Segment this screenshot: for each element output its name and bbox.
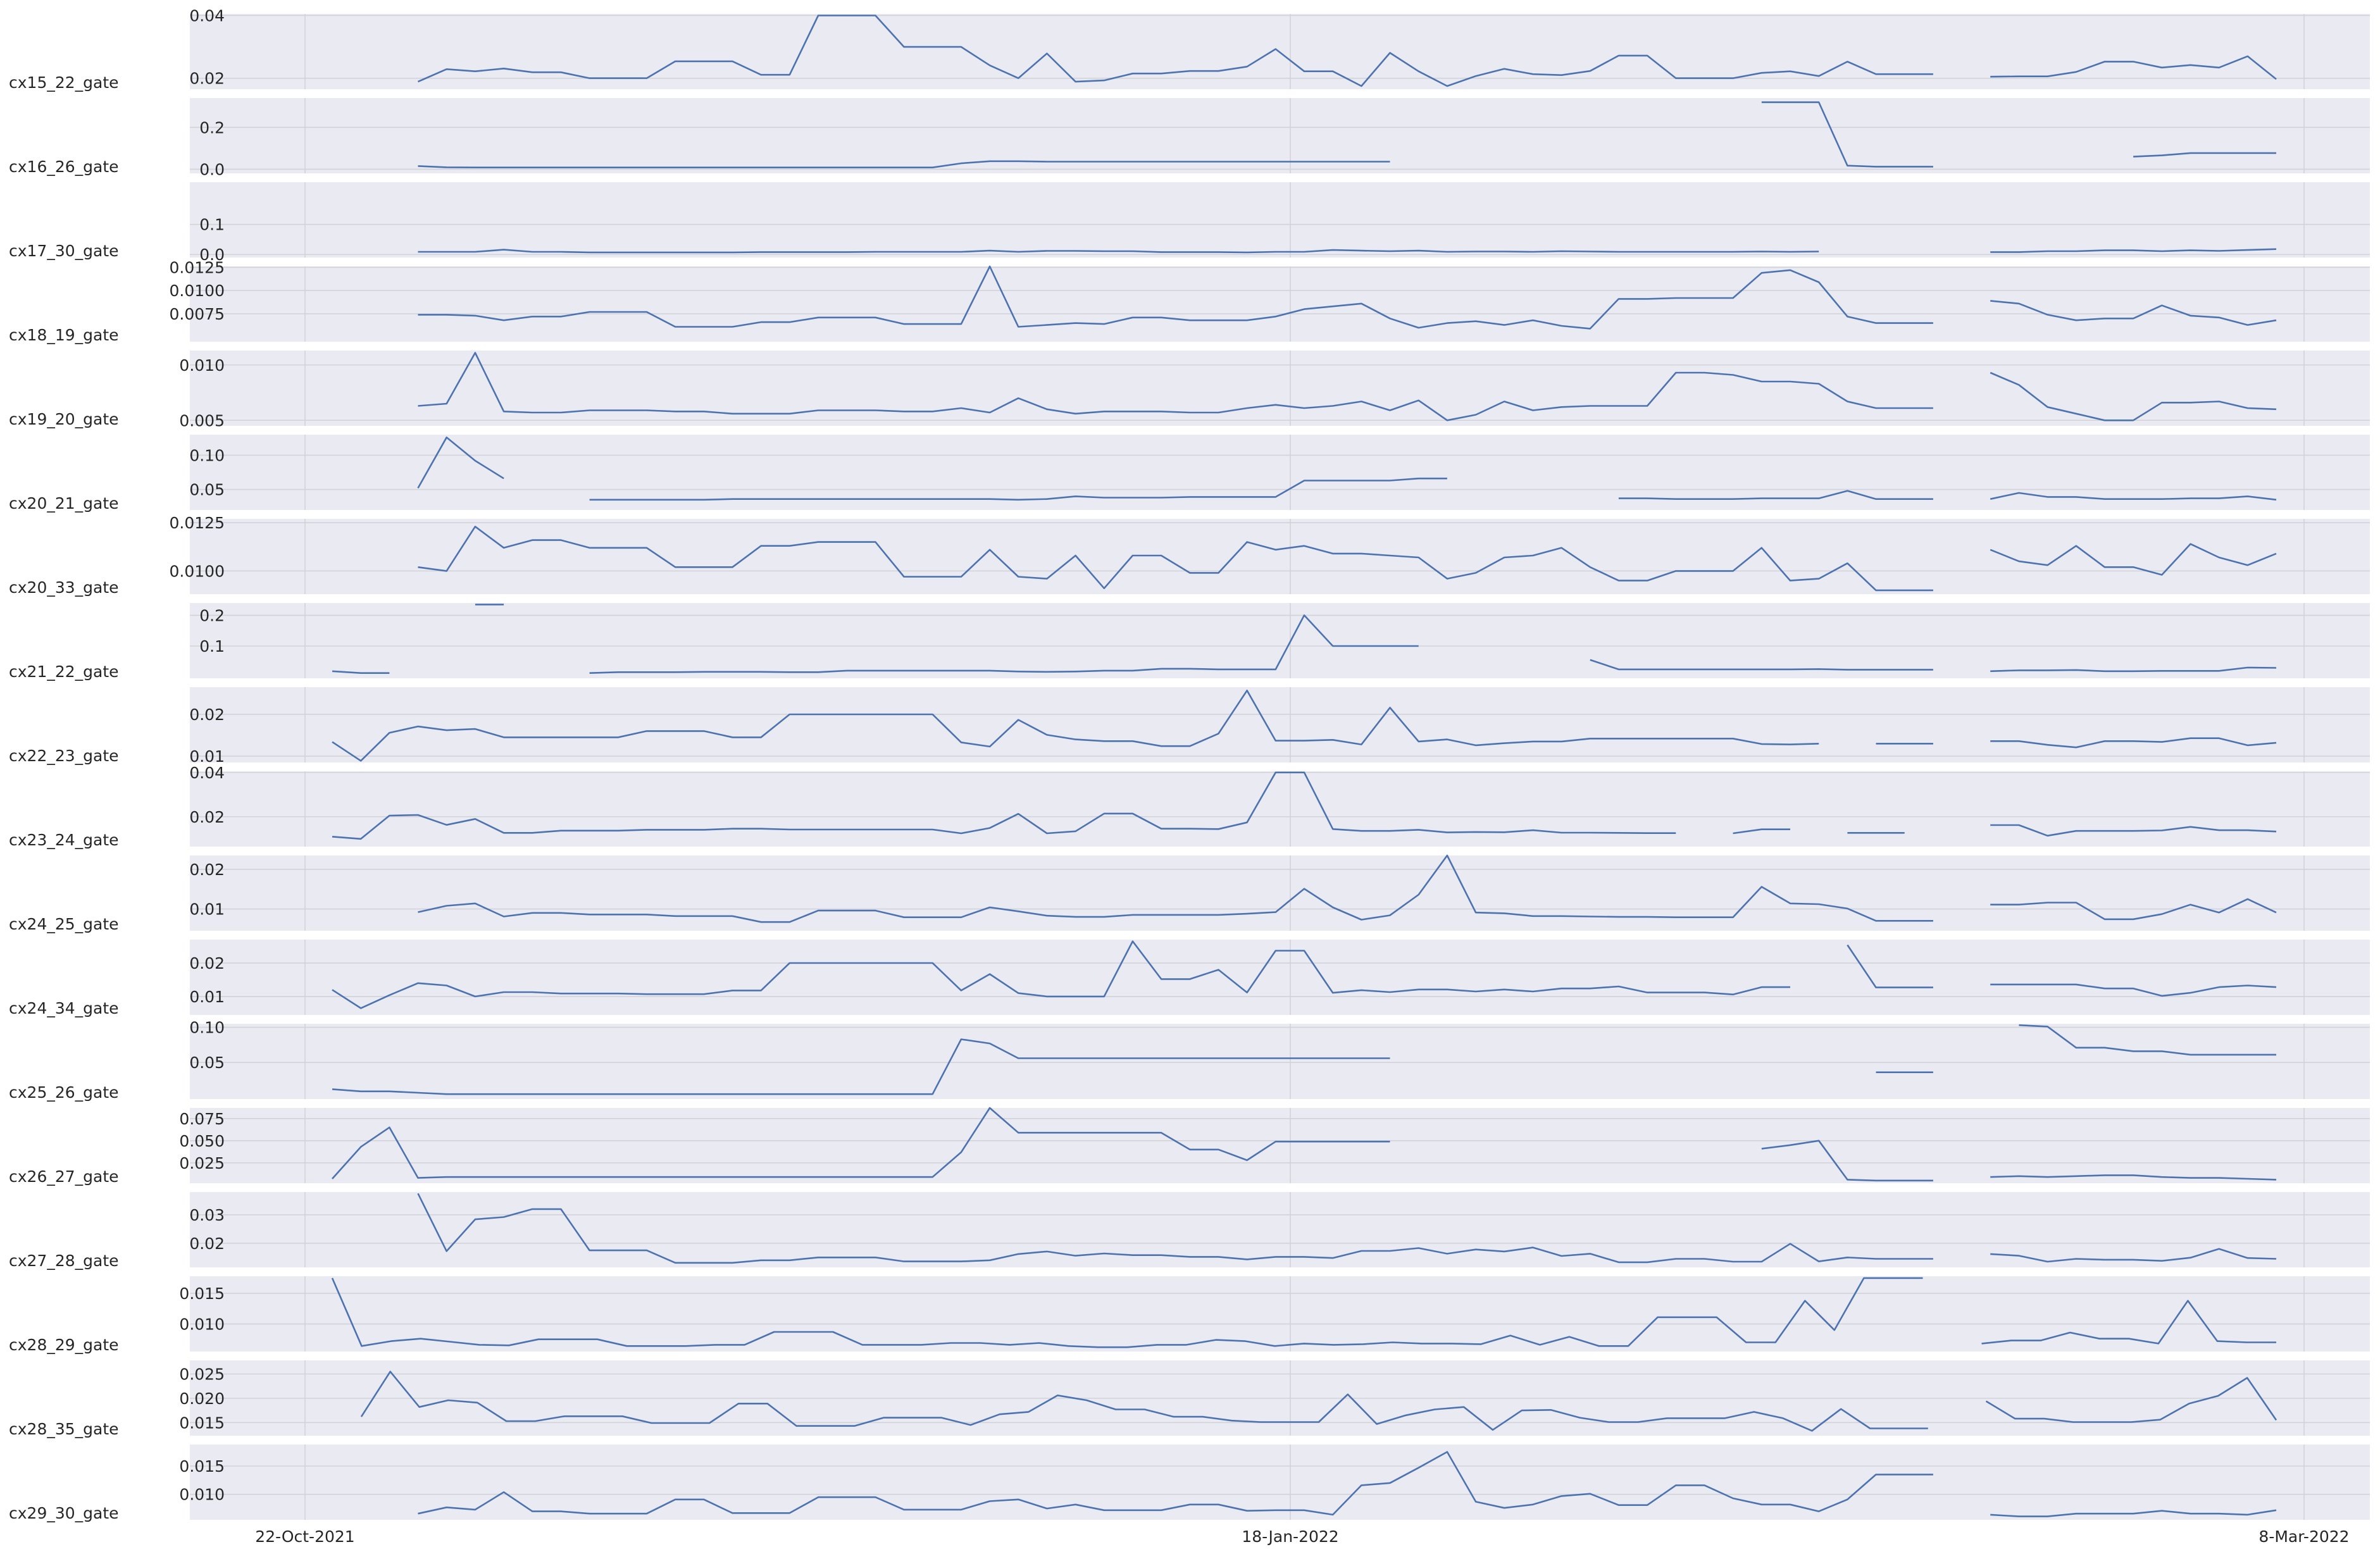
y-tick-label: 0.01 (189, 747, 225, 766)
series-line (332, 1024, 2276, 1095)
row-label: cx27_28_gate (9, 1252, 119, 1270)
y-tick-label: 0.010 (179, 356, 225, 375)
panel-background (190, 1108, 2370, 1183)
series-line (332, 604, 2277, 674)
panels-group: 0.02 0.04 cx15_22_gate 0.0 0.2 cx16_26_gate 0.… (9, 6, 2370, 1522)
y-tick-label: 0.015 (179, 1284, 225, 1303)
y-tick-label: 0.04 (189, 6, 225, 25)
y-tick-label: 0.0100 (170, 562, 225, 580)
row-label: cx18_19_gate (9, 326, 119, 344)
panel-background (190, 519, 2370, 594)
y-tick-label: 0.10 (189, 1019, 225, 1037)
row-label: cx21_22_gate (9, 662, 119, 681)
row-label: cx17_30_gate (9, 242, 119, 260)
panel-background (190, 855, 2370, 931)
panel-background (190, 1024, 2370, 1099)
row-label: cx25_26_gate (9, 1083, 119, 1102)
panel-background (190, 182, 2370, 258)
panel-background (190, 98, 2370, 173)
y-tick-label: 0.10 (189, 446, 225, 464)
y-tick-label: 0.01 (189, 988, 225, 1006)
row-label: cx20_21_gate (9, 494, 119, 513)
y-tick-label: 0.02 (189, 861, 225, 879)
y-tick-label: 0.02 (189, 954, 225, 973)
series-line (331, 1277, 2276, 1348)
panel-background (190, 1445, 2370, 1520)
y-tick-label: 0.025 (179, 1154, 225, 1172)
y-tick-label: 0.0125 (170, 514, 225, 532)
x-tick-label: 18-Jan-2022 (1242, 1527, 1338, 1546)
series-line (332, 690, 2277, 762)
y-tick-label: 0.04 (189, 764, 225, 782)
y-tick-label: 0.0125 (170, 258, 225, 277)
series-line (418, 248, 2277, 254)
y-tick-label: 0.2 (199, 118, 225, 137)
y-tick-label: 0.0 (199, 160, 225, 178)
y-tick-label: 0.02 (189, 70, 225, 88)
row-label: cx22_23_gate (9, 747, 119, 765)
row-label: cx24_25_gate (9, 915, 119, 933)
series-line (418, 265, 2277, 330)
y-tick-label: 0.050 (179, 1132, 225, 1150)
y-tick-label: 0.005 (179, 411, 225, 430)
row-label: cx26_27_gate (9, 1167, 119, 1186)
y-tick-label: 0.05 (189, 1054, 225, 1072)
panel-background (190, 771, 2370, 847)
row-label: cx29_30_gate (9, 1504, 119, 1522)
y-tick-label: 0.05 (189, 481, 225, 499)
series-line (418, 101, 2276, 168)
series-line (332, 1107, 2277, 1182)
y-tick-label: 0.02 (189, 706, 225, 724)
panel-background (190, 351, 2370, 426)
series-line (418, 525, 2277, 592)
y-tick-label: 0.010 (179, 1315, 225, 1333)
row-label: cx20_33_gate (9, 578, 119, 597)
y-tick-label: 0.1 (199, 216, 225, 234)
y-tick-label: 0.0 (199, 246, 225, 264)
y-tick-label: 0.2 (199, 606, 225, 625)
row-label: cx24_34_gate (9, 999, 119, 1017)
series-line (418, 1451, 2277, 1517)
y-tick-label: 0.01 (189, 900, 225, 919)
y-tick-label: 0.02 (189, 1234, 225, 1253)
series-line (417, 1193, 2277, 1264)
series-line (332, 771, 2277, 840)
row-label: cx19_20_gate (9, 410, 119, 428)
y-tick-label: 0.075 (179, 1110, 225, 1128)
row-label: cx28_35_gate (9, 1420, 119, 1438)
panel-background (190, 603, 2370, 678)
y-tick-label: 0.1 (199, 637, 225, 656)
y-tick-label: 0.020 (179, 1389, 225, 1408)
panel-background (190, 940, 2370, 1015)
panel-background (190, 687, 2370, 762)
x-tick-label: 8-Mar-2022 (2259, 1527, 2349, 1546)
series-line (418, 854, 2277, 923)
row-label: cx28_29_gate (9, 1336, 119, 1354)
y-tick-label: 0.010 (179, 1486, 225, 1504)
panel-background (190, 266, 2370, 342)
y-tick-label: 0.025 (179, 1365, 225, 1383)
y-tick-label: 0.02 (189, 808, 225, 826)
series-line (360, 1371, 2277, 1432)
y-tick-label: 0.015 (179, 1414, 225, 1432)
x-tick-label: 22-Oct-2021 (255, 1527, 354, 1546)
panel-background (190, 435, 2370, 510)
row-label: cx23_24_gate (9, 831, 119, 849)
row-label: cx15_22_gate (9, 73, 119, 92)
row-label: cx16_26_gate (9, 158, 119, 176)
y-tick-label: 0.0075 (170, 305, 225, 323)
y-tick-label: 0.015 (179, 1457, 225, 1476)
x-axis: 22-Oct-2021 18-Jan-2022 8-Mar-2022 (255, 1527, 2349, 1546)
series-line (418, 352, 2277, 421)
series-line (417, 437, 2277, 501)
y-tick-label: 0.03 (189, 1206, 225, 1224)
series-line (332, 940, 2277, 1009)
y-tick-label: 0.0100 (170, 282, 225, 300)
series-line (417, 15, 2277, 87)
